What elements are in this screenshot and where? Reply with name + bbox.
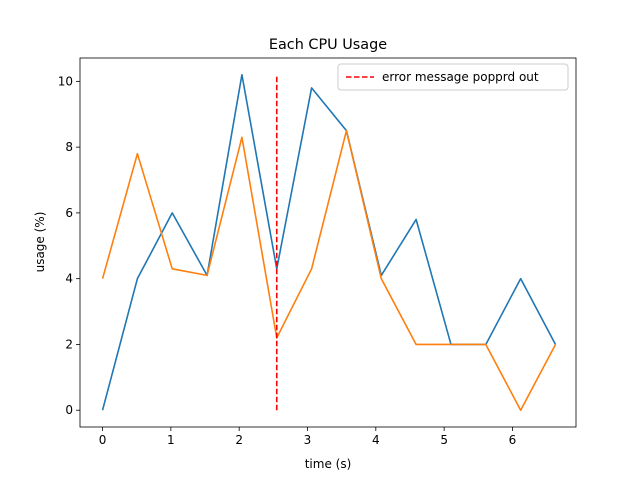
x-tick-label: 3: [304, 433, 312, 447]
y-tick-label: 2: [65, 337, 73, 351]
x-tick-label: 2: [235, 433, 243, 447]
y-tick-label: 6: [65, 206, 73, 220]
axis-ticks: 0 1 2 3 4 5 6 0 2 4 6 8 10: [58, 74, 517, 447]
y-axis-label: usage (%): [33, 212, 47, 273]
legend-label-vline: error message popprd out: [382, 70, 539, 84]
plot-frame: [79, 57, 577, 428]
y-tick-label: 8: [65, 140, 73, 154]
chart-title: Each CPU Usage: [269, 37, 387, 53]
x-tick-label: 1: [167, 433, 175, 447]
y-tick-label: 0: [65, 403, 73, 417]
legend-box: [337, 63, 569, 91]
x-tick-label: 4: [372, 433, 380, 447]
x-axis-label: time (s): [305, 457, 352, 471]
y-tick-label: 4: [65, 272, 73, 286]
legend: error message popprd out: [337, 63, 569, 91]
x-tick-label: 5: [440, 433, 448, 447]
x-tick-label: 0: [99, 433, 107, 447]
x-tick-label: 6: [509, 433, 517, 447]
y-tick-label: 10: [58, 74, 73, 88]
series-layer: [101, 73, 557, 412]
series-line-2: [101, 129, 557, 412]
